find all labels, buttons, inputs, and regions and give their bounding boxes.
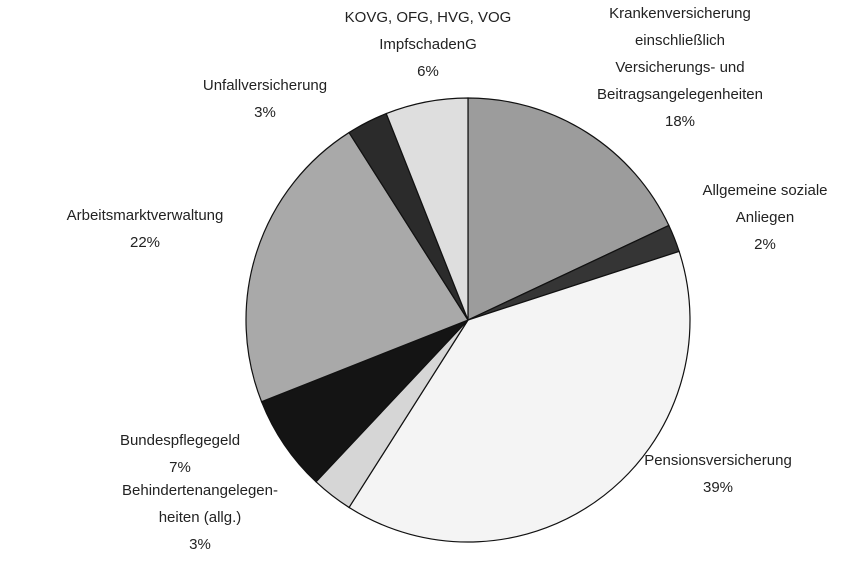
pie-slice xyxy=(245,131,469,403)
value-label: 2% xyxy=(754,236,776,253)
pie-slice xyxy=(348,250,691,543)
pie-slice xyxy=(467,97,670,321)
value-label: 18% xyxy=(665,113,695,130)
slice-label: Krankenversicherung einschließlich Versich… xyxy=(597,5,763,103)
label-line: Arbeitsmarktverwaltung xyxy=(67,207,224,224)
label-line: Behindertenangelegen- xyxy=(122,482,278,499)
value-label: 3% xyxy=(254,104,276,121)
label-line: Unfallversicherung xyxy=(203,77,327,94)
label-line: heiten (allg.) xyxy=(159,509,242,526)
slice-label: Pensionsversicherung xyxy=(644,452,792,469)
slice-label: Unfallversicherung xyxy=(203,77,327,94)
label-line: Anliegen xyxy=(736,209,794,226)
label-line: Krankenversicherung xyxy=(609,5,751,22)
label-line: KOVG, OFG, HVG, VOG xyxy=(345,9,512,26)
slice-label: Bundespflegegeld xyxy=(120,432,240,449)
pie-slice xyxy=(385,97,469,321)
value-label: 7% xyxy=(169,459,191,476)
slice-label: Arbeitsmarktverwaltung xyxy=(67,207,224,224)
value-label: 22% xyxy=(130,234,160,251)
value-label: 3% xyxy=(189,536,211,553)
slice-label: KOVG, OFG, HVG, VOG ImpfschadenG xyxy=(345,9,512,53)
label-line: Allgemeine soziale xyxy=(702,182,827,199)
label-line: ImpfschadenG xyxy=(379,36,477,53)
label-line: Pensionsversicherung xyxy=(644,452,792,469)
label-line: Versicherungs- und xyxy=(615,59,744,76)
slice-label: Behindertenangelegen-heiten (allg.) xyxy=(122,482,278,526)
slice-label: Allgemeine soziale Anliegen xyxy=(702,182,827,226)
value-label: 39% xyxy=(703,479,733,496)
label-line: Beitragsangelegenheiten xyxy=(597,86,763,103)
label-line: einschließlich xyxy=(635,32,725,49)
value-label: 6% xyxy=(417,63,439,80)
label-line: Bundespflegegeld xyxy=(120,432,240,449)
